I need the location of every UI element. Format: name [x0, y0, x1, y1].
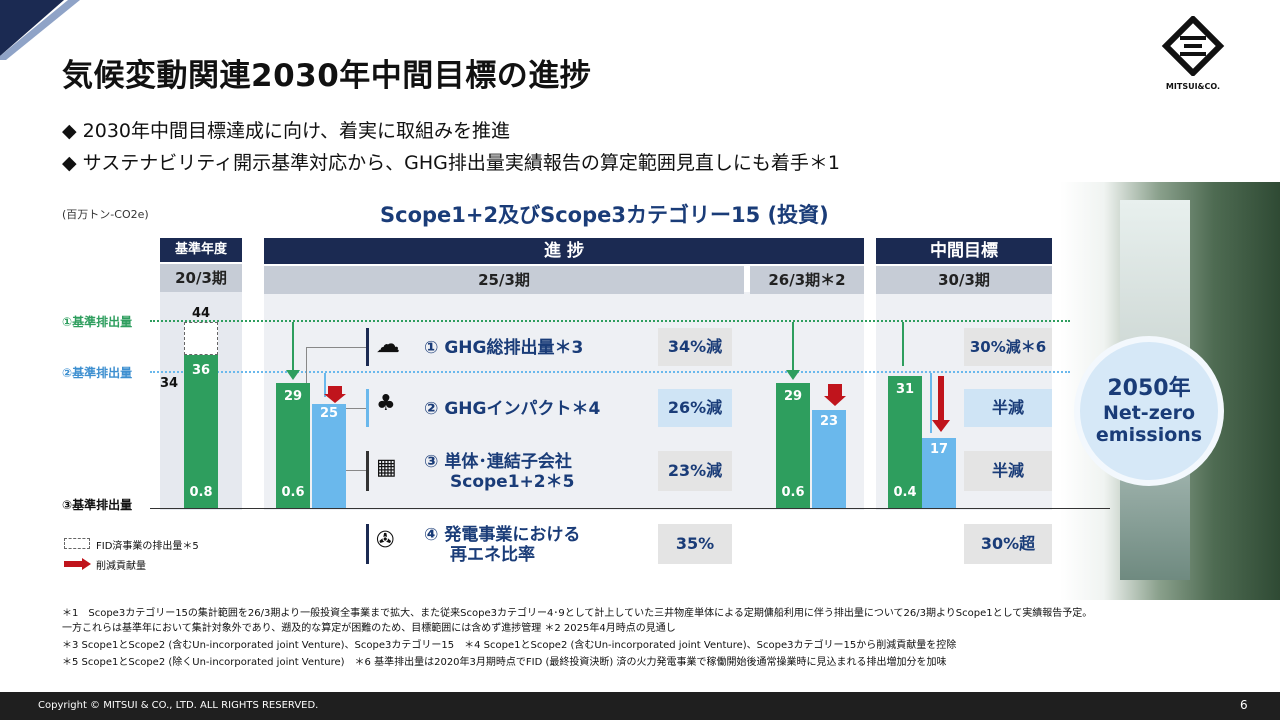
row4-marker [366, 524, 369, 564]
page-number: 6 [1240, 698, 1248, 712]
y26-red-arrow [828, 384, 842, 396]
row1-target: 30%減＊6 [964, 328, 1052, 366]
header-base-year: 基準年度 [160, 238, 242, 262]
baseline-3-label: ③基準排出量 [62, 498, 133, 512]
bullet-2: ◆ サステナビリティ開示基準対応から、GHG排出量実績報告の算定範囲見直しにも着… [62, 152, 840, 174]
row1-label: ① GHG総排出量＊3 [424, 338, 584, 358]
y25-green-bar: 29 0.6 [276, 383, 310, 508]
y25-green-arrow [292, 322, 294, 374]
row2-label: ② GHGインパクト＊4 [424, 399, 601, 419]
header-progress: 進 捗 [264, 238, 864, 264]
base-fid-box [184, 322, 218, 355]
footnote-2: 一方これらは基準年において集計対象外であり、遡及的な算定が困難のため、目標範囲に… [62, 623, 676, 634]
legend-reduction-label: 削減貢献量 [96, 561, 146, 572]
y30-green-arrow [902, 322, 904, 366]
renewables-icon: ✇ [376, 528, 395, 553]
goal-line1: 2050年 [1107, 376, 1191, 401]
building-icon: ▦ [376, 455, 397, 480]
row1-marker [366, 328, 369, 366]
footnote-1: ＊1 Scope3カテゴリー15の集計範囲を26/3期より一般投資全事業まで拡大… [62, 608, 1093, 619]
copyright: Copyright © MITSUI & CO., LTD. ALL RIGHT… [38, 700, 319, 711]
connector-row3 [346, 470, 366, 471]
y26-green-arrowhead [786, 370, 800, 380]
base-total-value: 44 [191, 306, 211, 321]
y26-blue-bar: 23 [812, 410, 846, 508]
baseline-1-line [150, 320, 1070, 322]
header-base-period: 20/3期 [160, 264, 242, 292]
y30-blue-value: 17 [929, 442, 949, 457]
y26-green-arrow [792, 322, 794, 374]
y26-green-value: 29 [783, 389, 803, 404]
base-small-value: 0.8 [189, 485, 213, 500]
row4-label: ④ 発電事業における [424, 525, 581, 545]
y30-red-arrow [938, 376, 944, 422]
y25-green-value: 29 [283, 389, 303, 404]
base-green-value: 36 [191, 363, 211, 378]
row4-value: 35% [658, 524, 732, 564]
goal-line3: emissions [1095, 424, 1203, 446]
y30-green-value: 31 [895, 382, 915, 397]
footnote-4: ＊5 Scope1とScope2 (除くUn-incorporated join… [62, 657, 947, 668]
connector-row1-v [306, 347, 307, 383]
forest-icon: ♣ [376, 391, 396, 416]
legend-red-arrowhead [82, 558, 91, 570]
y30-green-bar: 31 0.4 [888, 376, 922, 508]
y25-red-arrow [328, 386, 342, 394]
header-target: 中間目標 [876, 238, 1052, 264]
goal-line2: Net-zero [1102, 402, 1196, 424]
mitsui-logo-icon [1161, 14, 1225, 78]
y30-blue-bar: 17 [922, 438, 956, 508]
legend-fid-swatch [64, 538, 90, 549]
y30-small-value: 0.4 [893, 485, 917, 500]
base-side-value: 34 [160, 376, 179, 391]
row3-value: 23%減 [658, 451, 732, 491]
row4-label-2: 再エネ比率 [450, 545, 535, 565]
y30-blue-arrow [930, 373, 932, 433]
logo-text: MITSUI&CO. [1165, 82, 1221, 91]
header-period-25: 25/3期 [264, 266, 744, 294]
row2-value: 26%減 [658, 389, 732, 427]
row1-value: 34%減 [658, 328, 732, 366]
footnote-3: ＊3 Scope1とScope2 (含むUn-incorporated join… [62, 640, 957, 651]
bullet-1: ◆ 2030年中間目標達成に向け、着実に取組みを推進 [62, 120, 511, 142]
y26-small-value: 0.6 [781, 485, 805, 500]
connector-row1 [306, 347, 366, 348]
corner-accent [0, 0, 80, 60]
y26-blue-value: 23 [819, 414, 839, 429]
row4-target: 30%超 [964, 524, 1052, 564]
y25-small-value: 0.6 [281, 485, 305, 500]
y30-red-arrowhead [932, 420, 950, 432]
baseline-3-line [150, 508, 1110, 509]
legend-red-arrow [64, 561, 82, 567]
base-green-bar: 36 0.8 [184, 355, 218, 508]
chart-title: Scope1+2及びScope3カテゴリー15 (投資) [380, 203, 829, 227]
y25-red-arrowhead [324, 394, 346, 403]
row2-target: 半減 [964, 389, 1052, 427]
connector-row2 [346, 408, 366, 409]
logo: MITSUI&CO. [1158, 14, 1228, 92]
row3-label: ③ 単体･連結子会社 [424, 452, 572, 472]
baseline-2-label: ②基準排出量 [62, 366, 133, 380]
row2-marker [366, 389, 369, 427]
baseline-2-line [150, 371, 1070, 373]
co2-cloud-icon: ☁ [376, 330, 400, 358]
y26-red-arrowhead [824, 396, 846, 406]
row3-marker [366, 451, 369, 491]
legend-fid-label: FID済事業の排出量＊5 [96, 541, 199, 552]
goal-2050-circle: 2050年 Net-zero emissions [1074, 336, 1224, 486]
y26-green-bar: 29 0.6 [776, 383, 810, 508]
unit-label: (百万トン-CO2e) [62, 208, 149, 221]
footer-bar: Copyright © MITSUI & CO., LTD. ALL RIGHT… [0, 692, 1280, 720]
baseline-1-label: ①基準排出量 [62, 315, 133, 329]
header-period-26: 26/3期＊2 [750, 266, 864, 294]
page-title: 気候変動関連2030年中間目標の進捗 [62, 58, 592, 94]
row3-label-2: Scope1+2＊5 [450, 472, 575, 492]
row3-target: 半減 [964, 451, 1052, 491]
y25-blue-value: 25 [319, 406, 339, 421]
y25-green-arrowhead [286, 370, 300, 380]
y25-blue-bar: 25 [312, 404, 346, 508]
y25-blue-arrow [324, 373, 326, 397]
header-period-30: 30/3期 [876, 266, 1052, 294]
progress-column-stripe [264, 292, 864, 510]
